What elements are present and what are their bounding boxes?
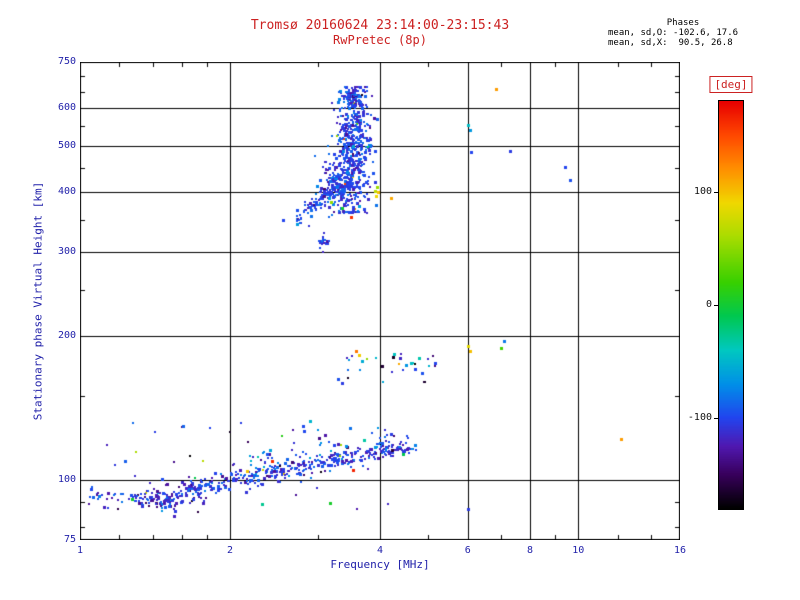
x-tick-label: 2 [226,545,234,556]
plot-title: Tromsø 20160624 23:14:00-23:15:43 [250,18,510,33]
colorbar-tick-label: 100 [693,185,712,197]
colorbar [718,100,744,510]
x-tick-label: 4 [376,545,384,556]
x-tick-label: 1 [76,545,84,556]
colorbar-gradient [719,101,743,509]
phase-stats-header: Phases [666,18,700,28]
colorbar-unit-label: [deg] [709,76,753,93]
y-tick-label: 600 [57,102,76,114]
x-tick-label: 16 [673,545,687,556]
y-tick-label: 100 [57,474,76,486]
scatter-plot-canvas [80,62,680,540]
x-tick-label: 10 [572,545,585,556]
colorbar-tick-label: -100 [687,412,712,424]
y-tick-label: 200 [57,330,76,342]
x-axis-label: Frequency [MHz] [330,558,430,571]
colorbar-tick-mark [714,418,718,419]
y-tick-label: 400 [57,186,76,198]
phase-stats-o-mode: mean, sd,O: -102.6, 17.6 [608,28,739,38]
y-axis-label: Stationary phase Virtual Height [km] [31,181,45,421]
phase-stats-x-mode: mean, sd,X: 90.5, 26.8 [608,38,733,48]
y-tick-label: 750 [57,56,76,67]
colorbar-tick-mark [714,192,718,193]
y-tick-label: 75 [63,534,76,545]
x-tick-label: 8 [526,545,534,556]
phase-stats: Phases mean, sd,O: -102.6, 17.6 mean, sd… [608,18,758,48]
colorbar-tick-mark [714,305,718,306]
x-tick-label: 6 [464,545,471,556]
y-tick-label: 300 [57,246,76,258]
colorbar-tick-label: 0 [705,299,712,310]
y-tick-label: 500 [57,140,76,152]
plot-subtitle: RwPretec (8p) [333,33,427,47]
